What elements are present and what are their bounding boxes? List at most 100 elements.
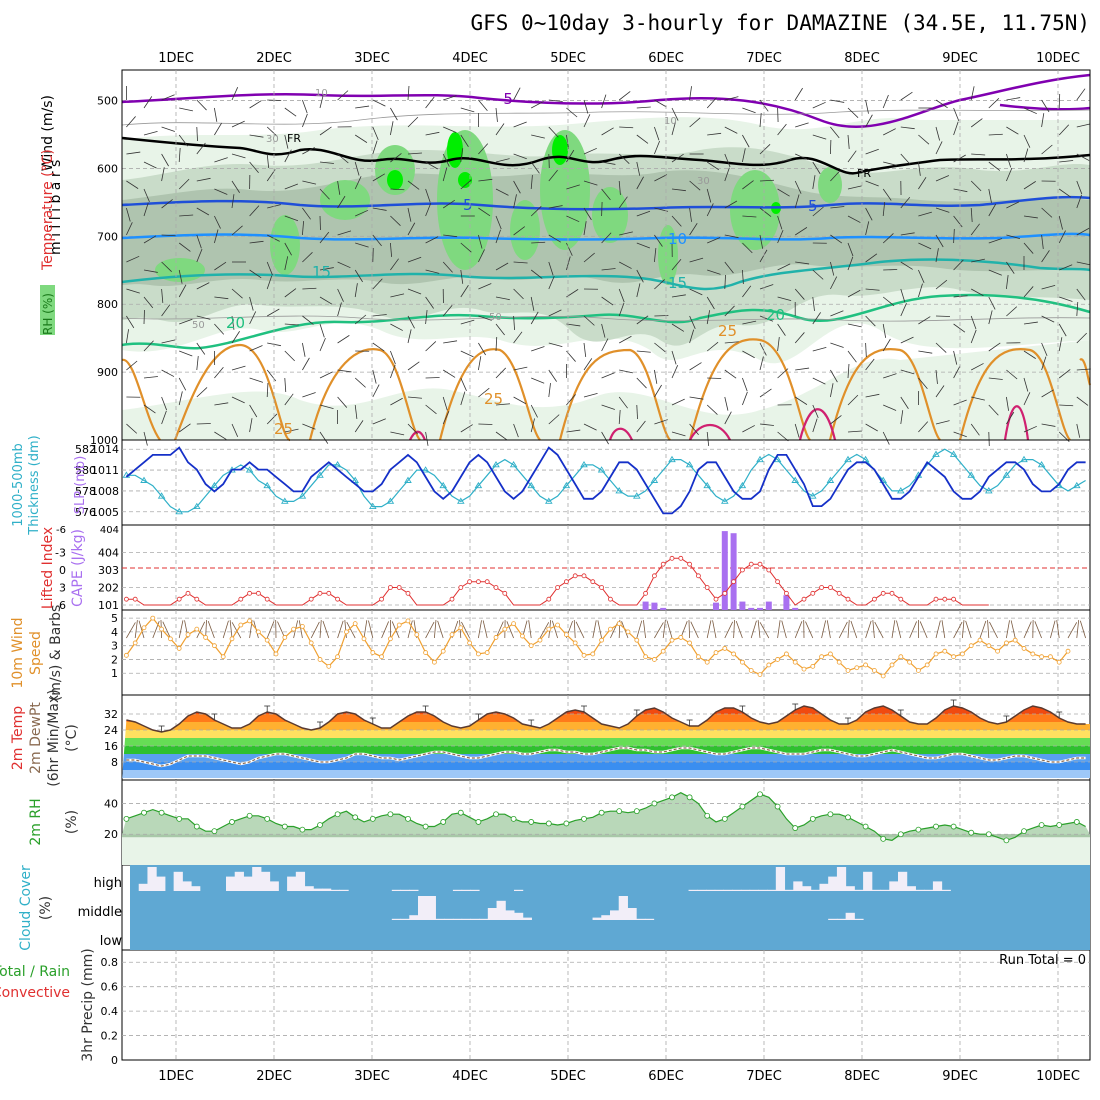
point-thickness-34 (421, 466, 430, 473)
tick-slp-2: 1008 (91, 485, 119, 498)
barb-54-1 (601, 127, 614, 136)
barb-20-7 (302, 287, 317, 290)
barb-78-9 (812, 346, 827, 352)
barb-30-7 (390, 293, 405, 298)
barb-24-0 (337, 90, 349, 101)
barb-0-7 (126, 288, 140, 294)
barb-38-10 (460, 377, 467, 391)
barb-36-2 (442, 153, 450, 167)
point-thickness-32 (404, 476, 412, 483)
cloud-bar-high-79 (819, 883, 829, 891)
upper-air-wind-barbs (126, 86, 1091, 447)
point-wind-8 (194, 626, 200, 632)
point-wind-105 (1048, 654, 1053, 660)
barb-84-1 (865, 114, 873, 128)
cloud-bar-high-68 (723, 889, 733, 891)
tick-temp-0: 32 (104, 708, 118, 721)
barb-28-12 (372, 418, 386, 425)
barb-42-6 (495, 262, 509, 271)
contour-label-rh50: 50 (192, 320, 205, 331)
barb-98-9 (988, 342, 1001, 352)
barb-26-3 (354, 176, 362, 190)
barb-64-0 (689, 86, 692, 101)
wind-barb-58 (636, 620, 643, 639)
barb-74-12 (777, 431, 789, 442)
barb-84-11 (865, 393, 880, 398)
barb-54-8 (601, 323, 606, 338)
point-rh-104 (1038, 822, 1045, 828)
cloud-bar-high-1 (138, 883, 148, 891)
point-wind-54 (599, 637, 604, 643)
barb-76-10 (795, 367, 810, 371)
wind-barb-105 (1050, 620, 1056, 639)
barb-72-8 (759, 315, 774, 322)
barb-86-5 (882, 233, 894, 244)
barb-2-12 (143, 431, 148, 446)
barb-72-9 (759, 342, 767, 356)
barb-94-3 (953, 188, 968, 193)
barb-10-3 (214, 188, 228, 195)
barb-24-5 (337, 230, 352, 236)
barb-14-11 (249, 404, 258, 418)
point-rh-10 (211, 828, 218, 835)
barb-76-6 (795, 261, 810, 265)
barb-16-6 (266, 261, 273, 276)
barb-102-8 (1023, 321, 1038, 325)
point-wind-70 (740, 659, 745, 665)
wind-barb-21 (310, 621, 320, 639)
tick-upper-3: 800 (97, 298, 118, 311)
barb-22-2 (319, 161, 334, 164)
barb-82-10 (847, 364, 850, 379)
point-wind-11 (220, 654, 226, 660)
barb-26-1 (354, 134, 368, 143)
barb-16-11 (266, 382, 269, 398)
wind-barb-54 (597, 620, 602, 639)
barb-104-2 (1041, 144, 1053, 155)
contour-5 (121, 195, 1091, 211)
wind-barb-39 (461, 621, 470, 639)
barb-106-2 (1059, 160, 1074, 163)
wind-barb-92 (935, 620, 941, 639)
barb-108-3 (1076, 180, 1083, 195)
barb-102-3 (1023, 181, 1036, 190)
barb-0-2 (126, 151, 141, 155)
wind-barb-102 (1023, 621, 1032, 639)
cloud-bar-high-77 (802, 886, 812, 891)
point-rh-68 (721, 815, 728, 822)
barb-74-8 (777, 323, 786, 336)
barb-88-1 (900, 126, 915, 130)
cloud-bar-high-31 (400, 889, 410, 891)
cloud-bar-middle-41 (487, 908, 498, 920)
wind-barb-70 (735, 620, 743, 639)
cloud-bar-high-82 (845, 886, 855, 891)
barb-26-5 (355, 242, 369, 248)
barb-14-10 (249, 377, 264, 383)
point-wind-67 (713, 650, 719, 655)
ylabel-wind-2: Speed (28, 631, 44, 675)
wind-barb-107 (1067, 622, 1078, 639)
barb-48-8 (548, 309, 562, 317)
barb-80-4 (830, 206, 845, 209)
point-rh-30 (387, 811, 394, 818)
point-li-32 (405, 590, 411, 596)
barb-52-12 (583, 423, 597, 431)
barb-16-12 (266, 413, 278, 425)
barb-38-9 (460, 350, 474, 358)
barb-28-7 (372, 278, 383, 290)
point-wind-5 (167, 636, 173, 642)
cloud-bar-middle-37 (452, 918, 463, 920)
point-wind-17 (273, 651, 279, 657)
tick-temp-2: 16 (104, 740, 118, 753)
barb-40-5 (478, 234, 483, 249)
point-rh-56 (616, 808, 623, 815)
cloud-bar-high-92 (932, 881, 943, 891)
barb-34-11 (425, 404, 437, 415)
cloud-bar-high-38 (461, 889, 471, 891)
series-temp (126, 705, 1086, 733)
tick-thickness-2: 578 (75, 485, 96, 498)
cloud-bar-middle-58 (636, 918, 646, 920)
cloud-bar-high-18 (287, 876, 297, 891)
barb-62-0 (671, 107, 679, 121)
barb-78-12 (812, 418, 818, 433)
barb-6-5 (178, 242, 191, 252)
